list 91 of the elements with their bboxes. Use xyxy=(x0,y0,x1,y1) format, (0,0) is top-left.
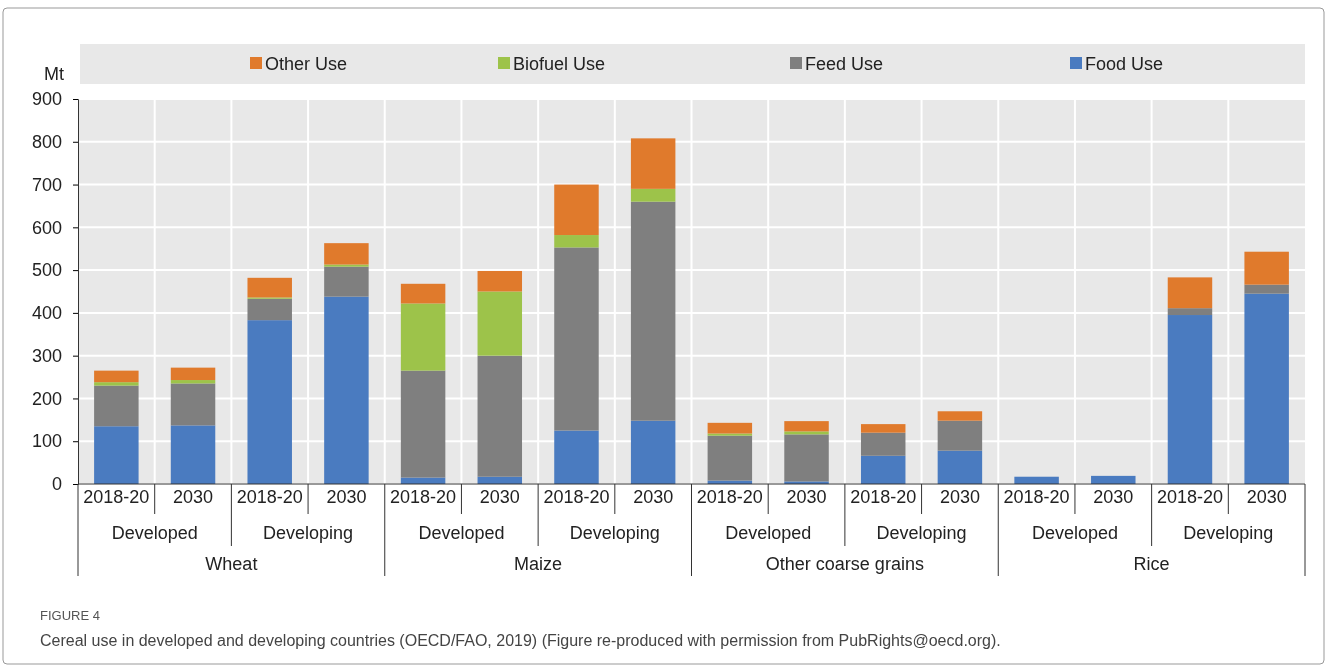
bar xyxy=(400,370,446,478)
y-axis-title: Mt xyxy=(44,64,64,84)
caption: FIGURE 4 xyxy=(40,608,100,623)
y-tick-label: 800 xyxy=(31,132,62,153)
bar xyxy=(860,432,906,456)
text: Wheat xyxy=(205,554,258,574)
bar xyxy=(860,455,906,484)
bar xyxy=(94,382,139,386)
bar xyxy=(554,184,599,236)
y-tick-label: 100 xyxy=(31,431,62,452)
x-tick-label: 2030 xyxy=(326,487,367,507)
text: Developed xyxy=(1031,523,1118,543)
text: Developed xyxy=(418,523,505,543)
y-tick-label: 500 xyxy=(31,260,62,281)
y-tick-label: 0 xyxy=(51,474,62,495)
bar xyxy=(1167,277,1213,309)
bar xyxy=(1167,315,1213,484)
bar xyxy=(400,283,446,304)
bar xyxy=(94,426,139,484)
bar xyxy=(630,138,676,189)
text: Developing xyxy=(569,523,660,543)
bar xyxy=(937,420,983,451)
text: Developing xyxy=(876,523,967,543)
y-tick-label: 300 xyxy=(31,345,62,366)
text: Other coarse grains xyxy=(765,554,924,574)
x-tick-label: 2030 xyxy=(1246,487,1287,507)
x-tick-label: 2030 xyxy=(633,487,674,507)
x-tick-label: 2018-20 xyxy=(83,487,150,507)
x-tick-label: 2030 xyxy=(479,487,520,507)
x-tick-label: 2018-20 xyxy=(850,487,917,507)
bar xyxy=(477,270,523,292)
y-tick-label: 900 xyxy=(31,89,62,110)
bar xyxy=(554,247,599,431)
bar xyxy=(400,303,446,371)
legend-label: Biofuel Use xyxy=(513,54,606,74)
bar xyxy=(554,430,599,484)
legend-label: Food Use xyxy=(1085,54,1164,74)
y-tick-label: 400 xyxy=(31,303,62,324)
bar xyxy=(1244,251,1289,285)
bar xyxy=(324,296,369,484)
bar xyxy=(324,266,369,297)
x-tick-label: 2030 xyxy=(1093,487,1134,507)
text: Developing xyxy=(263,523,354,543)
bar xyxy=(707,433,753,436)
x-tick-label: 2018-20 xyxy=(236,487,303,507)
x-tick-label: 2030 xyxy=(173,487,214,507)
text: Developed xyxy=(725,523,812,543)
bar xyxy=(630,201,676,421)
text: Cereal use in developed and developing countries (OECD/FAO, 2019) (Figure re-produced with permission from PubRights@oecd.org). xyxy=(40,632,1001,649)
bar xyxy=(630,420,676,484)
text: Developing xyxy=(1183,523,1274,543)
bar xyxy=(1167,308,1213,316)
bar xyxy=(630,188,676,202)
bar xyxy=(94,370,139,383)
legend-label: Other Use xyxy=(265,54,348,74)
bar xyxy=(707,422,753,434)
bar xyxy=(170,367,216,381)
bar xyxy=(707,435,753,481)
bar xyxy=(477,355,523,477)
y-tick-label: 200 xyxy=(31,388,62,409)
bar xyxy=(937,450,983,484)
bar xyxy=(247,298,292,321)
bar xyxy=(784,434,829,482)
bar xyxy=(937,411,983,421)
bar xyxy=(477,291,523,356)
bar xyxy=(860,424,906,433)
bar xyxy=(1244,293,1289,484)
bar xyxy=(94,385,139,427)
text: Rice xyxy=(1133,554,1170,574)
text: Maize xyxy=(514,554,563,574)
bar xyxy=(554,235,599,248)
y-tick-label: 600 xyxy=(31,217,62,238)
bar xyxy=(784,431,829,435)
x-tick-label: 2018-20 xyxy=(543,487,610,507)
bar xyxy=(170,383,216,426)
legend-label: Feed Use xyxy=(805,54,884,74)
x-tick-label: 2018-20 xyxy=(390,487,457,507)
x-tick-label: 2030 xyxy=(939,487,980,507)
bar xyxy=(247,277,292,298)
x-tick-label: 2030 xyxy=(786,487,827,507)
text: Developed xyxy=(111,523,198,543)
bar xyxy=(324,243,369,265)
bar xyxy=(784,421,829,432)
bar xyxy=(247,320,292,484)
x-tick-label: 2018-20 xyxy=(1003,487,1070,507)
x-tick-label: 2018-20 xyxy=(696,487,763,507)
bar xyxy=(1244,284,1289,294)
y-tick-label: 700 xyxy=(31,174,62,195)
x-tick-label: 2018-20 xyxy=(1156,487,1223,507)
bar xyxy=(170,425,216,484)
bar xyxy=(324,264,369,267)
